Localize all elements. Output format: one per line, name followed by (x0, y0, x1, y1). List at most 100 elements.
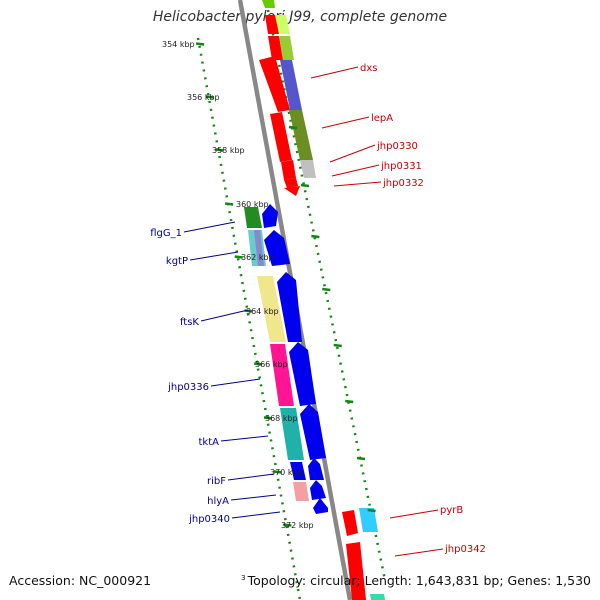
tick-label: 372 kbp (281, 521, 314, 530)
gene-label-kgtP[interactable]: kgtP (166, 256, 188, 267)
tick-label: 368 kbp (265, 414, 298, 423)
gene-block-dxs (280, 60, 302, 110)
gene-label-hlyA[interactable]: hlyA (207, 496, 229, 507)
map-title: Helicobacter pylori J99, complete genome (152, 9, 448, 25)
gene-arrow-jhp0342 (346, 542, 366, 600)
tick-mark (195, 42, 205, 46)
gene-arrow-ribF (308, 458, 324, 480)
gene-block-flgG_1 (244, 207, 262, 228)
gene-label-pyrB[interactable]: pyrB (440, 505, 463, 516)
tick-label: 366 kbp (255, 360, 288, 369)
label-leader-line (183, 221, 236, 233)
label-leader-line (227, 473, 275, 481)
gene-label-jhp0331[interactable]: jhp0331 (380, 161, 422, 172)
gene-block-hlyA (293, 482, 309, 501)
gene-arrow-lepA (270, 112, 292, 162)
inner-tick-mark (356, 456, 366, 461)
label-leader-line (230, 494, 277, 501)
inner-tick-mark (333, 343, 342, 348)
gene-label-tktA[interactable]: tktA (199, 437, 220, 448)
inner-tick-mark (367, 508, 376, 513)
gene-arrow-tktA (300, 404, 326, 460)
label-leader-line (220, 435, 269, 442)
tick-mark (263, 416, 273, 420)
gene-block-ftsK (257, 276, 286, 342)
gene-block (265, 15, 279, 34)
gene-arrow-kgtP (264, 230, 290, 266)
gene-label-jhp0342[interactable]: jhp0342 (444, 544, 486, 555)
tick-label: 358 kbp (212, 146, 245, 155)
gene-label-jhp0330[interactable]: jhp0330 (376, 141, 418, 152)
gene-arrow-ftsK (277, 272, 302, 342)
gene-block-kgtP-stripe (254, 230, 264, 266)
gene-block-jhp0330 (300, 160, 316, 178)
gene-block-ribF (290, 462, 306, 480)
forward-strand-genes (259, 0, 385, 600)
gene-block (268, 36, 283, 60)
label-leader-line (231, 511, 281, 519)
gene-label-jhp0332[interactable]: jhp0332 (382, 178, 424, 189)
gene-arrow-jhp0332 (284, 186, 300, 196)
tick-label: 364 kbp (246, 307, 279, 316)
tick-label: 360 kbp (236, 200, 269, 209)
gene-label-lepA[interactable]: lepA (371, 113, 393, 124)
label-leader-line (394, 548, 444, 557)
gene-label-flgG_1[interactable]: flgG_1 (150, 228, 182, 239)
gene-block (279, 36, 294, 60)
inner-tick-mark (345, 399, 354, 404)
tick-mark (254, 362, 263, 366)
tick-mark (234, 255, 243, 259)
label-leader-line (321, 116, 370, 129)
gene-arrow-jhp0336 (289, 342, 316, 406)
label-leader-line (333, 181, 382, 187)
gene-block-pyrB (359, 508, 378, 532)
tick-label: 370 kbp (270, 468, 303, 477)
tick-label: 354 kbp (162, 40, 195, 49)
gene-label-ribF[interactable]: ribF (207, 476, 226, 487)
gene-arrow-pyrB (342, 510, 358, 536)
gene-arrow-hlyA (310, 480, 326, 500)
tick-mark (283, 523, 292, 527)
gene-label-jhp0340[interactable]: jhp0340 (188, 514, 230, 525)
gene-label-dxs[interactable]: dxs (360, 63, 377, 74)
gene-label-jhp0336[interactable]: jhp0336 (167, 382, 209, 393)
label-leader-line (389, 509, 439, 519)
footnote-marker: 3 (241, 573, 246, 582)
genome-summary: 3 Topology: circular; Length: 1,643,831 b… (241, 573, 591, 588)
tick-mark (215, 148, 224, 152)
ruler-ticks: 354 kbp 356 kbp 358 kbp 360 kbp 362 kbp 364 k… (162, 40, 376, 530)
gene-arrow-jhp0331 (284, 178, 298, 188)
summary-text: Topology: circular; Length: 1,643,831 bp… (247, 573, 591, 588)
gene-arrow-jhp0330 (281, 160, 296, 180)
tick-label: 356 kbp (187, 93, 220, 102)
accession-label: Accession: NC_000921 (9, 573, 152, 588)
label-leader-line (189, 251, 239, 261)
gene-block (275, 15, 290, 34)
label-leader-line (331, 164, 380, 177)
gene-label-ftsK[interactable]: ftsK (180, 317, 199, 328)
tick-label: 362 kbp (241, 253, 274, 262)
gene-arrow-dxs (259, 56, 290, 112)
inner-tick-mark (311, 234, 320, 239)
tick-mark (205, 95, 214, 99)
inner-tick-mark (322, 287, 331, 292)
inner-tick-mark (288, 125, 298, 130)
gene-block-lepA (289, 110, 313, 160)
gene-block (262, 0, 275, 8)
label-leader-line (310, 66, 359, 79)
label-leader-line (329, 144, 376, 163)
gene-labels: dxs lepA jhp0330 jhp0331 jhp0332 pyrB jhp0342 f… (150, 63, 486, 557)
gene-block-tktA (280, 408, 304, 460)
gene-arrow-jhp0340 (313, 498, 328, 514)
gene-block-jhp0336 (270, 344, 294, 406)
tick-mark (273, 470, 282, 474)
label-leader-line (200, 309, 249, 322)
tick-mark (224, 202, 234, 206)
gene-block (370, 594, 385, 600)
inner-tick-mark (300, 183, 310, 188)
reverse-strand-genes (244, 204, 328, 514)
label-leader-line (210, 378, 261, 387)
gene-arrow-flgG_1 (262, 204, 278, 228)
